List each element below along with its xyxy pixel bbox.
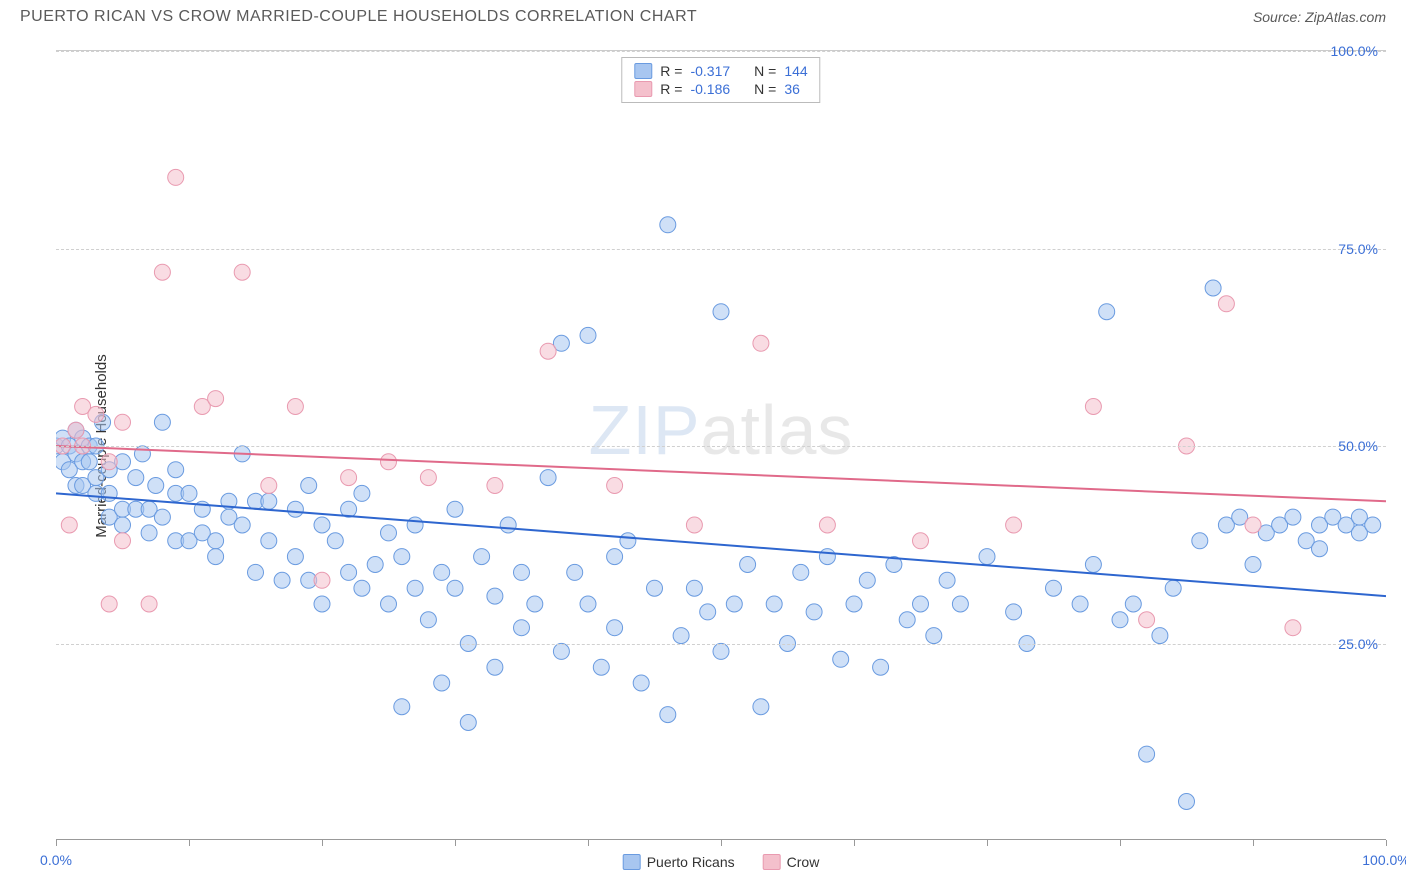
x-tick <box>588 840 589 846</box>
stat-n-label: N = <box>754 63 776 79</box>
chart-title: PUERTO RICAN VS CROW MARRIED-COUPLE HOUS… <box>20 8 697 26</box>
x-tick <box>322 840 323 846</box>
x-tick <box>56 840 57 846</box>
legend-label: Crow <box>787 854 820 870</box>
stats-swatch <box>634 81 652 97</box>
x-tick <box>455 840 456 846</box>
chart-header: PUERTO RICAN VS CROW MARRIED-COUPLE HOUS… <box>0 0 1406 30</box>
legend-label: Puerto Ricans <box>647 854 735 870</box>
source-label: Source: <box>1253 9 1301 25</box>
stat-r-label: R = <box>660 81 682 97</box>
source-credit: Source: ZipAtlas.com <box>1253 9 1386 25</box>
stats-row: R = -0.317 N = 144 <box>634 62 807 80</box>
stat-r-label: R = <box>660 63 682 79</box>
legend-item: Crow <box>763 854 820 870</box>
y-tick-label: 50.0% <box>1338 438 1378 454</box>
legend-swatch <box>763 854 781 870</box>
y-tick-label: 75.0% <box>1338 241 1378 257</box>
y-tick-label: 100.0% <box>1331 43 1378 59</box>
x-tick-label: 0.0% <box>40 852 72 868</box>
x-tick <box>1253 840 1254 846</box>
stat-n-value: 144 <box>784 63 807 79</box>
x-tick <box>189 840 190 846</box>
stat-r-value: -0.186 <box>690 81 730 97</box>
x-tick <box>854 840 855 846</box>
y-tick-label: 25.0% <box>1338 636 1378 652</box>
stat-r-value: -0.317 <box>690 63 730 79</box>
x-tick <box>1386 840 1387 846</box>
stats-box: R = -0.317 N = 144 R = -0.186 N = 36 <box>621 57 820 103</box>
source-name: ZipAtlas.com <box>1305 9 1386 25</box>
x-tick <box>1120 840 1121 846</box>
chart-container: ZIPatlas R = -0.317 N = 144 R = -0.186 N… <box>56 50 1386 840</box>
stats-swatch <box>634 63 652 79</box>
legend-item: Puerto Ricans <box>623 854 735 870</box>
stats-row: R = -0.186 N = 36 <box>634 80 807 98</box>
legend-swatch <box>623 854 641 870</box>
x-tick <box>987 840 988 846</box>
stat-n-label: N = <box>754 81 776 97</box>
x-tick <box>721 840 722 846</box>
stat-n-value: 36 <box>784 81 800 97</box>
x-tick-label: 100.0% <box>1362 852 1406 868</box>
bottom-legend: Puerto Ricans Crow <box>623 854 820 870</box>
